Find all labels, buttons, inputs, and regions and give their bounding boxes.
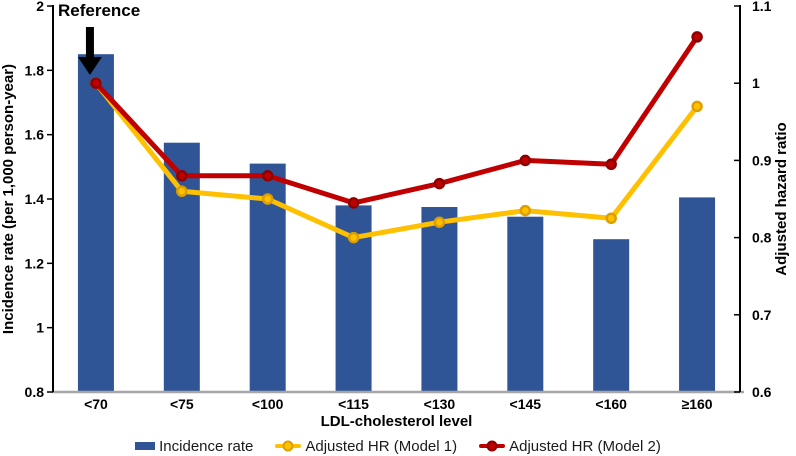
- left-tick-label: 1.8: [25, 62, 45, 78]
- left-tick-label: 1.6: [25, 127, 45, 143]
- marker-model2: [347, 197, 360, 209]
- legend: Incidence rate Adjusted HR (Model 1) Adj…: [0, 436, 796, 456]
- marker-model1: [691, 100, 703, 113]
- line-model1: [93, 80, 700, 241]
- legend-bar-swatch: [135, 442, 156, 450]
- x-axis-title: LDL-cholesterol level: [321, 413, 473, 430]
- right-tick-label: 0.9: [752, 152, 772, 168]
- marker-model1: [605, 212, 617, 225]
- legend-label-incidence-rate: Incidence rate: [159, 437, 254, 455]
- reference-arrow-head-icon: [77, 57, 102, 75]
- legend-item-model2: Adjusted HR (Model 2): [479, 438, 661, 455]
- right-tick-label: 0.7: [752, 307, 772, 323]
- left-tick-label: 1: [36, 320, 44, 336]
- reference-label: Reference: [58, 1, 140, 20]
- legend-label-model2: Adjusted HR (Model 2): [509, 437, 661, 455]
- x-tick-label: <100: [252, 396, 284, 412]
- bar-≥160: [679, 197, 716, 392]
- legend-item-model1: Adjusted HR (Model 1): [275, 438, 457, 455]
- marker-model2: [433, 177, 446, 190]
- x-tick-label: <70: [84, 396, 108, 412]
- bar-<130: [421, 207, 458, 392]
- x-tick-label: <115: [338, 396, 369, 412]
- marker-model2: [605, 158, 617, 171]
- marker-model1: [176, 185, 188, 198]
- x-tick-label: <145: [510, 396, 542, 412]
- marker-model2: [519, 154, 532, 167]
- line-model2: [93, 34, 700, 206]
- reference-arrow-shaft-icon: [85, 27, 94, 58]
- legend-line-marker-model2-icon: [479, 440, 506, 452]
- left-tick-label: 2: [36, 0, 44, 14]
- right-axis-title: Adjusted hazard ratio: [773, 122, 790, 275]
- left-tick-label: 0.8: [25, 384, 45, 400]
- bar-<145: [507, 216, 544, 392]
- marker-model2: [261, 170, 274, 182]
- marker-model1: [261, 193, 274, 205]
- marker-model1: [519, 204, 532, 217]
- legend-dot-model1-icon: [282, 440, 294, 452]
- left-axis-title: Incidence rate (per 1,000 person-year): [0, 64, 17, 334]
- bar-<75: [163, 142, 200, 392]
- right-tick-label: 0.6: [752, 384, 772, 400]
- left-tick-label: 1.4: [25, 191, 45, 207]
- bar-<160: [593, 239, 630, 392]
- marker-model2: [176, 170, 188, 182]
- x-tick-label: <160: [595, 396, 627, 412]
- x-tick-label: <75: [170, 396, 194, 412]
- bar-<70: [77, 54, 114, 392]
- marker-model2: [90, 77, 102, 89]
- left-tick-label: 1.2: [25, 255, 45, 271]
- legend-item-incidence-rate: Incidence rate: [135, 438, 253, 455]
- legend-line-marker-model1-icon: [275, 440, 302, 452]
- legend-dot-model2-icon: [486, 440, 498, 452]
- marker-model1: [347, 231, 360, 244]
- marker-model1: [433, 216, 446, 228]
- right-tick-label: 1.1: [752, 0, 772, 14]
- x-tick-label: ≥160: [682, 396, 713, 412]
- right-tick-label: 0.8: [752, 230, 772, 246]
- legend-label-model1: Adjusted HR (Model 1): [305, 437, 458, 455]
- x-tick-label: <130: [424, 396, 456, 412]
- marker-model2: [691, 31, 703, 43]
- right-tick-label: 1: [752, 75, 760, 91]
